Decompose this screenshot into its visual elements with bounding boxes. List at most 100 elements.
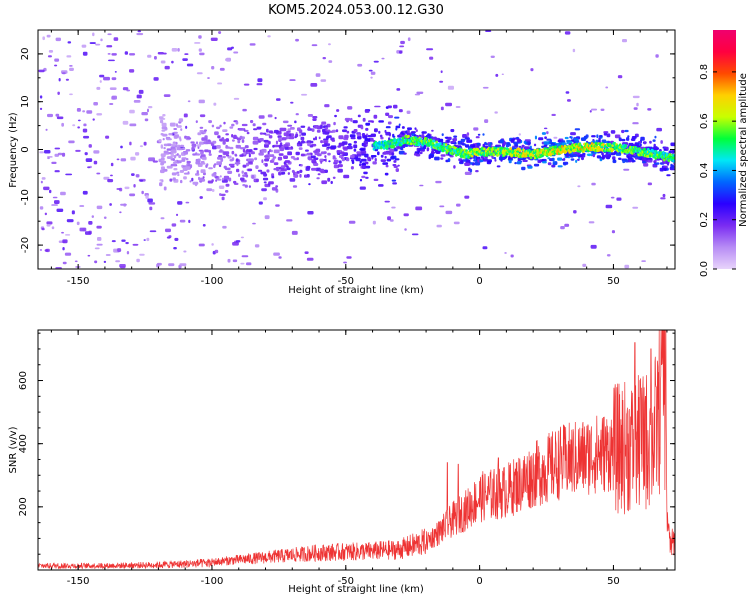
heatmap-band-cell	[212, 140, 217, 144]
heatmap-band-cell	[219, 138, 223, 142]
heatmap-band-cell	[460, 160, 464, 164]
heatmap-band-cell	[377, 151, 380, 156]
heatmap-noise-cell	[567, 99, 571, 102]
x-tick-label: 50	[607, 576, 620, 587]
heatmap-noise-cell	[464, 171, 472, 175]
heatmap-band-cell	[391, 152, 395, 156]
heatmap-band-cell	[199, 130, 204, 133]
heatmap-band-cell	[353, 148, 357, 152]
heatmap-noise-cell	[624, 264, 630, 269]
heatmap-band-cell	[450, 129, 455, 133]
heatmap-band-cell	[570, 136, 573, 140]
heatmap-noise-cell	[169, 178, 173, 182]
heatmap-band-cell	[551, 164, 556, 168]
heatmap-band-cell	[551, 157, 555, 162]
heatmap-band-cell	[330, 180, 333, 185]
heatmap-noise-cell	[258, 201, 263, 205]
heatmap-ridge-cell	[417, 143, 421, 147]
heatmap-band-cell	[248, 153, 251, 158]
heatmap-band-cell	[239, 135, 243, 139]
heatmap-noise-cell	[103, 176, 110, 180]
heatmap-band-cell	[231, 139, 235, 142]
heatmap-ridge-cell	[496, 153, 499, 157]
heatmap-noise-cell	[129, 109, 135, 114]
heatmap-band-cell	[176, 146, 181, 151]
heatmap-noise-cell	[233, 97, 240, 100]
heatmap-noise-cell	[407, 37, 411, 42]
heatmap-noise-cell	[183, 113, 188, 118]
heatmap-noise-cell	[94, 247, 100, 250]
heatmap-band-cell	[388, 115, 393, 119]
heatmap-noise-cell	[662, 193, 666, 198]
heatmap-noise-cell	[171, 223, 177, 227]
heatmap-band-cell	[641, 157, 647, 162]
heatmap-noise-cell	[39, 95, 43, 99]
heatmap-noise-cell	[135, 152, 140, 156]
heatmap-band-cell	[171, 143, 176, 147]
heatmap-band-cell	[343, 174, 350, 179]
heatmap-noise-cell	[357, 63, 363, 67]
heatmap-noise-cell	[174, 237, 179, 241]
heatmap-noise-cell	[291, 230, 298, 235]
heatmap-band-cell	[251, 175, 255, 179]
heatmap-band-cell	[670, 142, 675, 147]
heatmap-noise-cell	[93, 160, 98, 165]
heatmap-ridge-cell	[578, 142, 582, 146]
heatmap-band-cell	[496, 165, 501, 168]
heatmap-band-cell	[453, 135, 458, 138]
heatmap-band-cell	[235, 121, 239, 125]
heatmap-noise-cell	[399, 50, 403, 54]
heatmap-band-cell	[572, 154, 578, 157]
heatmap-noise-cell	[99, 74, 105, 78]
heatmap-band-cell	[522, 159, 528, 162]
heatmap-band-cell	[566, 139, 571, 143]
heatmap-band-cell	[419, 151, 423, 155]
heatmap-noise-cell	[60, 191, 66, 196]
colorbar: 0.0 0.2 0.4 0.6 0.8 Normalized spectral ampl…	[699, 30, 749, 277]
heatmap-band-cell	[527, 165, 533, 169]
heatmap-band-cell	[173, 155, 177, 159]
y-tick-label: 10	[20, 95, 31, 108]
heatmap-band-cell	[395, 127, 398, 131]
heatmap-band-cell	[458, 145, 462, 148]
heatmap-band-cell	[666, 174, 671, 177]
heatmap-noise-cell	[119, 265, 126, 269]
heatmap-band-cell	[477, 133, 481, 136]
heatmap-band-cell	[353, 129, 358, 133]
heatmap-band-cell	[352, 120, 358, 124]
heatmap-noise-cell	[144, 118, 149, 122]
heatmap-noise-cell	[131, 173, 135, 176]
heatmap-noise-cell	[310, 83, 318, 87]
snr-y-label: SNR (v/v)	[8, 426, 19, 473]
heatmap-noise-cell	[120, 158, 127, 162]
heatmap-band-cell	[628, 159, 632, 163]
heatmap-noise-cell	[171, 48, 178, 52]
heatmap-band-cell	[299, 134, 302, 137]
heatmap-noise-cell	[414, 93, 421, 96]
heatmap-noise-cell	[348, 220, 356, 224]
heatmap-noise-cell	[57, 91, 60, 95]
heatmap-noise-cell	[148, 157, 155, 162]
heatmap-band-cell	[249, 161, 253, 164]
heatmap-band-cell	[350, 117, 353, 122]
heatmap-ridge-cell	[667, 159, 671, 162]
heatmap-ridge-cell	[392, 145, 395, 149]
heatmap-band-cell	[370, 155, 377, 158]
heatmap-band-cell	[500, 159, 503, 162]
heatmap-noise-cell	[129, 69, 135, 73]
x-tick-label: -150	[67, 576, 90, 587]
heatmap-band-cell	[173, 134, 180, 138]
heatmap-noise-cell	[359, 186, 366, 190]
heatmap-band-cell	[262, 177, 269, 181]
heatmap-band-cell	[466, 139, 473, 143]
heatmap-noise-cell	[551, 113, 556, 116]
heatmap-band-cell	[315, 136, 317, 141]
heatmap-noise-cell	[199, 52, 205, 56]
heatmap-noise-cell	[495, 73, 499, 77]
heatmap-noise-cell	[655, 54, 659, 58]
heatmap-band-cell	[364, 161, 369, 164]
heatmap-band-cell	[242, 148, 246, 153]
heatmap-band-cell	[618, 157, 622, 160]
heatmap-band-cell	[592, 140, 596, 144]
